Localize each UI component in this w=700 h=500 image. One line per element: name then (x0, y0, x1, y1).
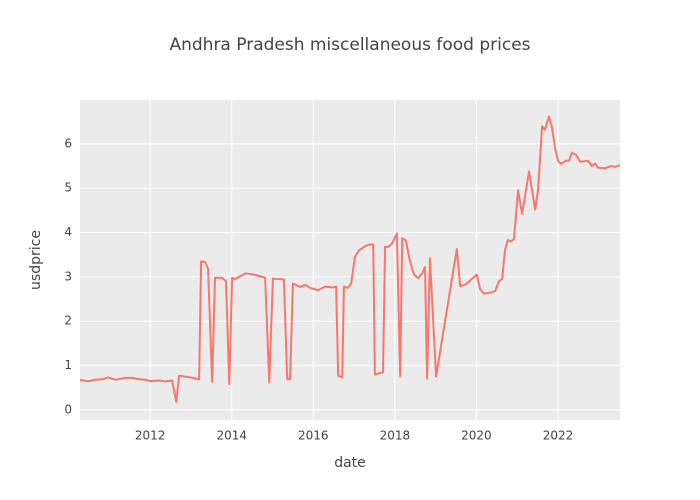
y-tick-label: 0 (64, 402, 72, 416)
x-tick-label: 2020 (461, 429, 492, 443)
y-tick-label: 2 (64, 314, 72, 328)
y-tick-label: 5 (64, 181, 72, 195)
y-tick-label: 1 (64, 358, 72, 372)
x-axis-label: date (334, 455, 366, 471)
x-tick-label: 2014 (216, 429, 247, 443)
y-tick-label: 3 (64, 269, 72, 283)
y-axis-label: usdprice (28, 230, 44, 290)
chart-title: Andhra Pradesh miscellaneous food prices (169, 35, 530, 55)
x-tick-label: 2018 (380, 429, 411, 443)
y-tick-label: 4 (64, 225, 72, 239)
x-tick-label: 2016 (298, 429, 329, 443)
x-tick-label: 2012 (135, 429, 166, 443)
plot-area (80, 100, 620, 420)
x-tick-label: 2022 (543, 429, 574, 443)
data-line (79, 115, 621, 403)
y-tick-label: 6 (64, 136, 72, 150)
